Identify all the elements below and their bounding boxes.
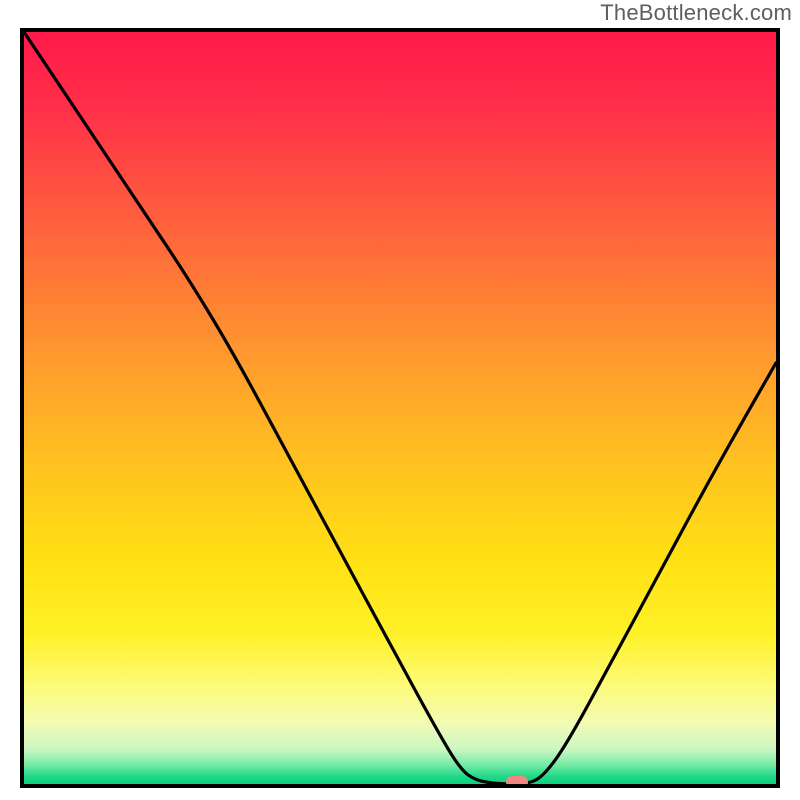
plot-inner <box>24 32 776 784</box>
plot-area <box>20 28 780 788</box>
watermark-text: TheBottleneck.com <box>600 0 792 26</box>
bottleneck-chart: TheBottleneck.com <box>0 0 800 800</box>
curve-path <box>24 32 776 784</box>
optimal-point-marker <box>506 776 528 784</box>
bottleneck-curve <box>24 32 776 784</box>
